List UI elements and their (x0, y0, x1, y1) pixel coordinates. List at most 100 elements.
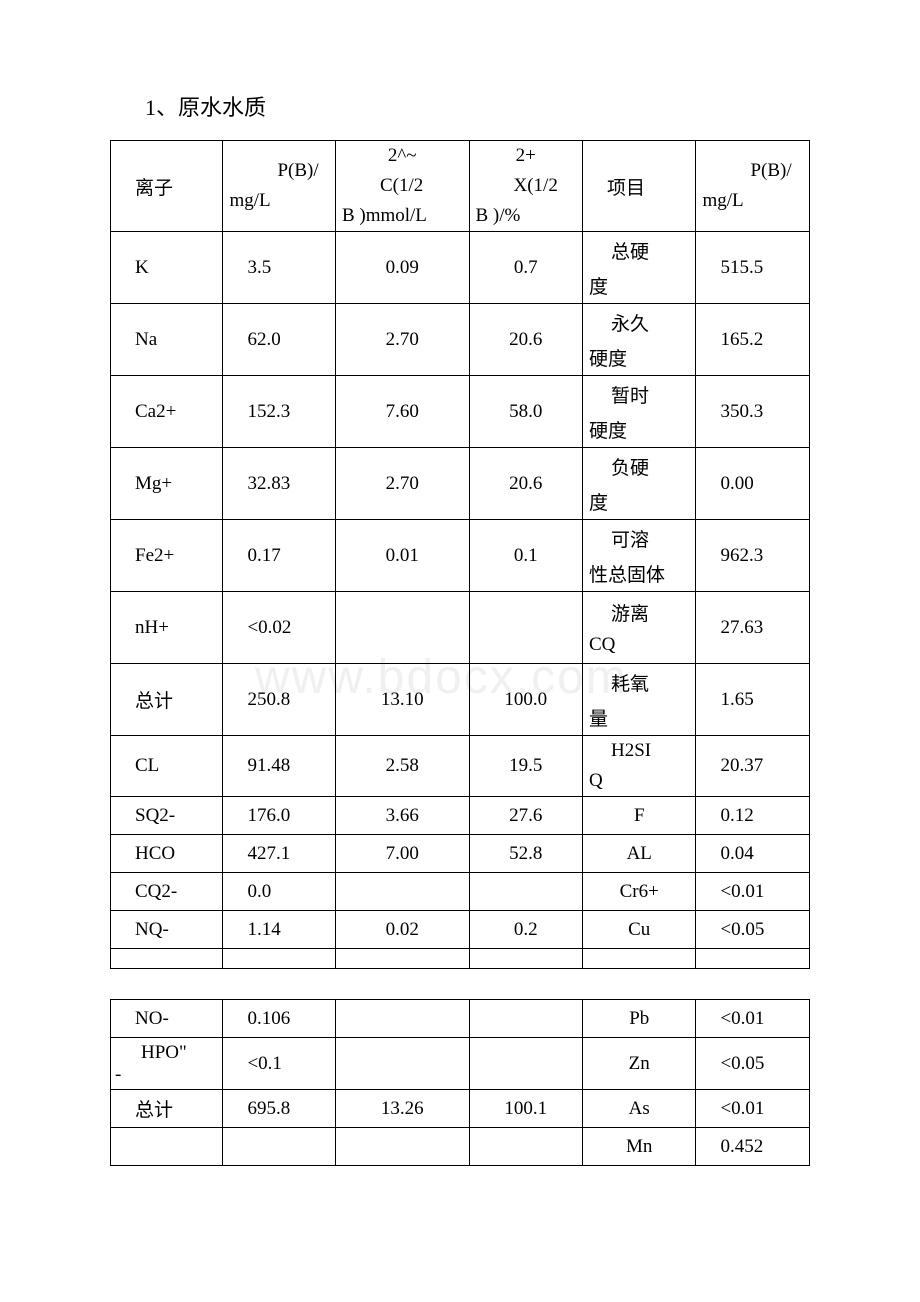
cell-empty (469, 949, 582, 969)
cell-c: 0.09 (335, 232, 469, 304)
table-row: Fe2+0.170.010.1可溶性总固体962.3 (111, 520, 810, 592)
cell-pb2: 350.3 (696, 376, 810, 448)
cell-x: 58.0 (469, 376, 582, 448)
cell-pb: 32.83 (223, 448, 335, 520)
cell-ion: SQ2- (111, 797, 223, 835)
table-header-row: 离子 P(B)/ mg/L 2^~ C(1/2 B )mmol/L 2+ X(1… (111, 141, 810, 232)
cell-pb2: 20.37 (696, 736, 810, 797)
cell-item: 游离CQ (582, 592, 695, 664)
cell-x (469, 1038, 582, 1090)
table-row: CQ2-0.0Cr6+<0.01 (111, 873, 810, 911)
table-row: Na62.02.7020.6永久硬度165.2 (111, 304, 810, 376)
hdr-pb2: P(B)/ mg/L (696, 141, 810, 232)
cell-pb: 0.17 (223, 520, 335, 592)
cell-pb2: 0.04 (696, 835, 810, 873)
cell-pb: <0.02 (223, 592, 335, 664)
table-row: CL91.482.5819.5H2SIQ20.37 (111, 736, 810, 797)
cell-pb: 176.0 (223, 797, 335, 835)
cell-pb2: 0.12 (696, 797, 810, 835)
cell-item: H2SIQ (582, 736, 695, 797)
table-row: 总计695.813.26100.1As<0.01 (111, 1090, 810, 1128)
cell-ion: HPO"- (111, 1038, 223, 1090)
cell-ion: Ca2+ (111, 376, 223, 448)
cell-ion: Mg+ (111, 448, 223, 520)
cell-c: 0.02 (335, 911, 469, 949)
cell-ion: NO- (111, 1000, 223, 1038)
cell-x: 19.5 (469, 736, 582, 797)
cell-empty (582, 949, 695, 969)
cell-x: 100.1 (469, 1090, 582, 1128)
cell-pb2: <0.05 (696, 911, 810, 949)
hdr-ion: 离子 (111, 141, 223, 232)
hdr-c: 2^~ C(1/2 B )mmol/L (335, 141, 469, 232)
cell-c: 2.58 (335, 736, 469, 797)
cell-c: 7.60 (335, 376, 469, 448)
cell-item: Cr6+ (582, 873, 695, 911)
cell-item: Mn (582, 1128, 695, 1166)
cell-ion: 总计 (111, 664, 223, 736)
table-row: Ca2+152.37.6058.0暂时硬度350.3 (111, 376, 810, 448)
cell-pb: 62.0 (223, 304, 335, 376)
cell-item: Pb (582, 1000, 695, 1038)
section-heading: 1、原水水质 (145, 90, 810, 122)
cell-item: 总硬度 (582, 232, 695, 304)
cell-ion: K (111, 232, 223, 304)
cell-pb2: <0.05 (696, 1038, 810, 1090)
table-row: 总计250.813.10100.0耗氧量1.65 (111, 664, 810, 736)
table-row: HCO427.17.0052.8AL0.04 (111, 835, 810, 873)
cell-pb: 1.14 (223, 911, 335, 949)
cell-empty (335, 949, 469, 969)
cell-item: 永久硬度 (582, 304, 695, 376)
table-row: HPO"-<0.1Zn<0.05 (111, 1038, 810, 1090)
cell-c: 3.66 (335, 797, 469, 835)
cell-x: 20.6 (469, 448, 582, 520)
cell-c (335, 592, 469, 664)
cell-c: 2.70 (335, 448, 469, 520)
cell-pb: 3.5 (223, 232, 335, 304)
cell-ion: HCO (111, 835, 223, 873)
cell-x (469, 1128, 582, 1166)
cell-x: 20.6 (469, 304, 582, 376)
cell-item: F (582, 797, 695, 835)
cell-pb: 695.8 (223, 1090, 335, 1128)
cell-c: 0.01 (335, 520, 469, 592)
water-quality-table-2: NO-0.106Pb<0.01HPO"-<0.1Zn<0.05总计695.813… (110, 999, 810, 1166)
cell-pb2: <0.01 (696, 1000, 810, 1038)
cell-c (335, 1038, 469, 1090)
cell-ion: CL (111, 736, 223, 797)
cell-empty (111, 949, 223, 969)
cell-c: 13.26 (335, 1090, 469, 1128)
cell-pb: 427.1 (223, 835, 335, 873)
cell-x (469, 873, 582, 911)
cell-pb2: 962.3 (696, 520, 810, 592)
table-row: K3.50.090.7总硬度515.5 (111, 232, 810, 304)
cell-x (469, 1000, 582, 1038)
table-row: Mg+32.832.7020.6负硬度0.00 (111, 448, 810, 520)
cell-ion (111, 1128, 223, 1166)
table-row-empty (111, 949, 810, 969)
cell-ion: CQ2- (111, 873, 223, 911)
cell-pb2: 0.452 (696, 1128, 810, 1166)
cell-item: 暂时硬度 (582, 376, 695, 448)
cell-c (335, 1000, 469, 1038)
cell-pb2: <0.01 (696, 1090, 810, 1128)
cell-x: 0.2 (469, 911, 582, 949)
cell-pb: 152.3 (223, 376, 335, 448)
cell-pb2: 515.5 (696, 232, 810, 304)
cell-pb2: 1.65 (696, 664, 810, 736)
cell-item: As (582, 1090, 695, 1128)
cell-x: 100.0 (469, 664, 582, 736)
cell-c (335, 873, 469, 911)
cell-x: 0.1 (469, 520, 582, 592)
cell-ion: 总计 (111, 1090, 223, 1128)
cell-pb: <0.1 (223, 1038, 335, 1090)
cell-c (335, 1128, 469, 1166)
table-row: NQ-1.140.020.2Cu<0.05 (111, 911, 810, 949)
hdr-pb: P(B)/ mg/L (223, 141, 335, 232)
table-row: NO-0.106Pb<0.01 (111, 1000, 810, 1038)
table-row: Mn0.452 (111, 1128, 810, 1166)
cell-pb2: <0.01 (696, 873, 810, 911)
cell-ion: NQ- (111, 911, 223, 949)
table-row: SQ2-176.03.6627.6F0.12 (111, 797, 810, 835)
cell-c: 2.70 (335, 304, 469, 376)
